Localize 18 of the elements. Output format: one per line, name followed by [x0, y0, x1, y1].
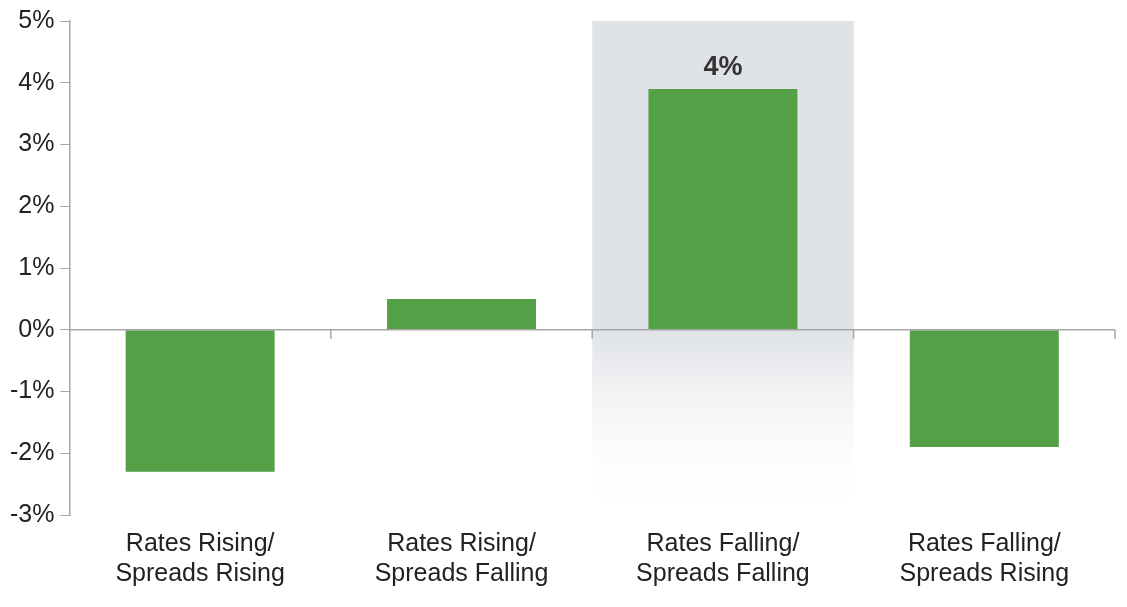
y-tick-label: 5% [18, 4, 55, 33]
y-tick-label: 4% [18, 66, 55, 95]
y-tick-label: 1% [18, 251, 55, 280]
y-tick-label: 2% [18, 190, 55, 219]
y-tick-label: -3% [9, 498, 55, 527]
x-tick-label: Rates Falling/ Spreads Rising [899, 527, 1070, 586]
bar [648, 88, 798, 330]
x-tick-label: Rates Rising/ Spreads Falling [374, 527, 549, 586]
y-tick-label: -2% [9, 437, 55, 466]
x-tick-label: Rates Rising/ Spreads Rising [115, 527, 285, 586]
bar [387, 298, 537, 330]
y-tick-label: 3% [18, 128, 55, 157]
y-tick-label: -1% [9, 375, 55, 404]
bar [125, 330, 275, 472]
data-label: 4% [703, 50, 743, 81]
x-tick-label: Rates Falling/ Spreads Falling [636, 527, 810, 586]
bar [909, 330, 1059, 448]
y-tick-label: 0% [18, 313, 55, 342]
